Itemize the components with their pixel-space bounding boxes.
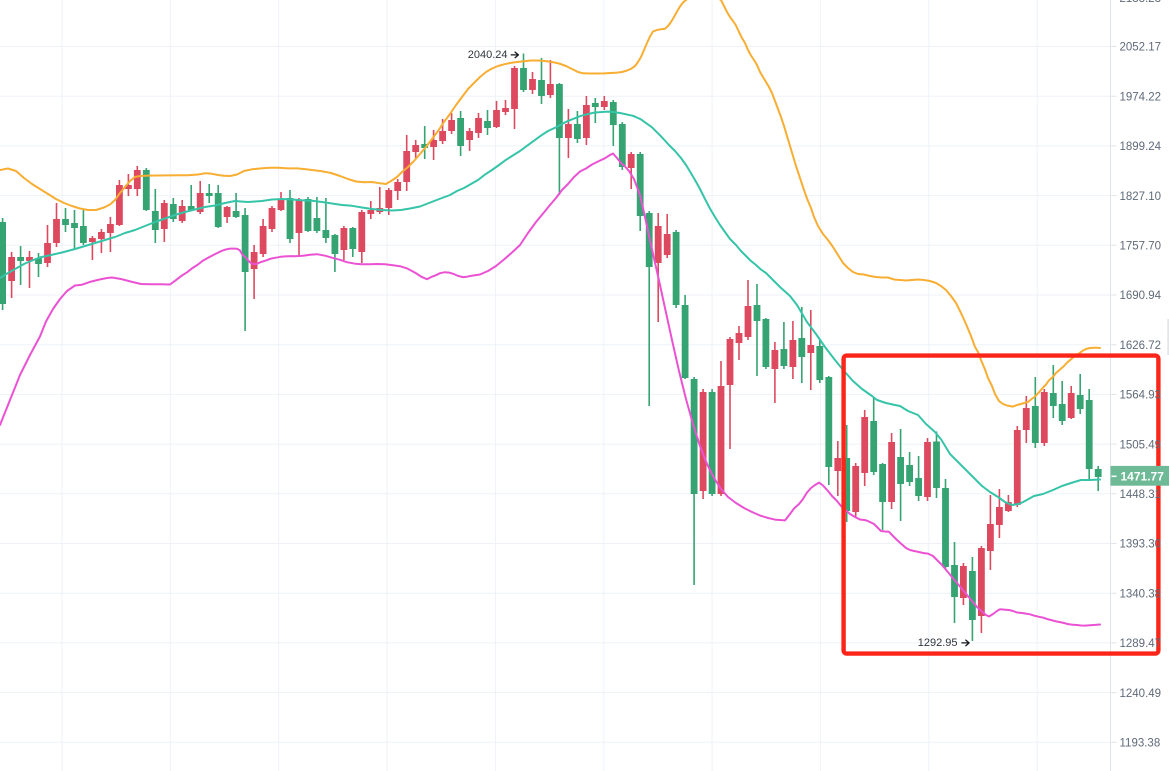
svg-text:1827.10: 1827.10 — [1120, 191, 1162, 203]
svg-text:1240.49: 1240.49 — [1120, 688, 1162, 700]
svg-text:1289.47: 1289.47 — [1120, 638, 1162, 650]
svg-text:1340.38: 1340.38 — [1120, 588, 1162, 600]
svg-text:1292.95: 1292.95 — [918, 637, 958, 649]
svg-text:1974.22: 1974.22 — [1120, 91, 1162, 103]
svg-text:2040.24: 2040.24 — [468, 49, 508, 61]
svg-text:1471.77: 1471.77 — [1121, 469, 1165, 483]
svg-text:1690.94: 1690.94 — [1120, 290, 1162, 302]
svg-text:1505.49: 1505.49 — [1120, 439, 1162, 451]
svg-text:1757.70: 1757.70 — [1120, 241, 1162, 253]
svg-text:1626.72: 1626.72 — [1120, 340, 1162, 352]
svg-text:1193.38: 1193.38 — [1120, 738, 1161, 750]
svg-text:1899.24: 1899.24 — [1120, 141, 1162, 153]
svg-text:2133.23: 2133.23 — [1120, 0, 1162, 5]
svg-text:1564.93: 1564.93 — [1120, 390, 1162, 402]
svg-text:1448.31: 1448.31 — [1120, 489, 1162, 501]
svg-text:1393.30: 1393.30 — [1120, 539, 1162, 551]
svg-text:2052.17: 2052.17 — [1120, 42, 1162, 54]
